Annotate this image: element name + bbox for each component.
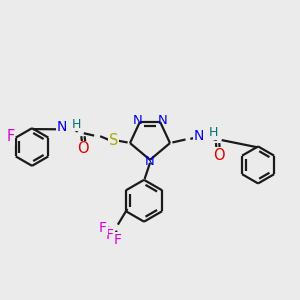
Text: F: F xyxy=(6,129,14,144)
Text: H: H xyxy=(209,126,218,140)
Text: F: F xyxy=(114,232,122,247)
Text: N: N xyxy=(158,114,167,127)
Text: F: F xyxy=(99,220,107,235)
Text: N: N xyxy=(133,114,142,127)
Text: N: N xyxy=(145,155,155,168)
Text: S: S xyxy=(109,133,118,148)
Text: O: O xyxy=(213,148,224,163)
Text: H: H xyxy=(72,118,81,131)
Text: N: N xyxy=(194,129,204,142)
Text: N: N xyxy=(56,120,67,134)
Text: O: O xyxy=(77,141,89,156)
Text: F: F xyxy=(106,228,114,242)
